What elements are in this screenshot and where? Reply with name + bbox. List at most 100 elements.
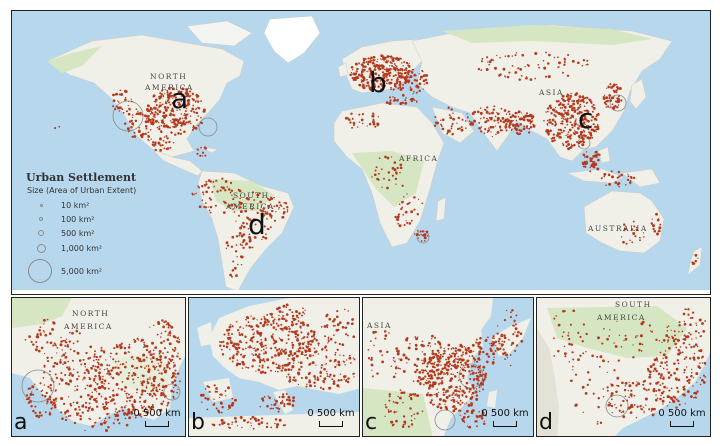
settlement-dot <box>108 413 110 415</box>
settlement-dot <box>272 333 274 335</box>
settlement-dot <box>53 405 57 409</box>
settlement-dot <box>477 357 480 359</box>
settlement-dot <box>222 186 225 190</box>
settlement-dot <box>231 275 233 278</box>
settlement-dot <box>43 323 45 325</box>
settlement-dot <box>170 390 172 392</box>
settlement-dot <box>613 369 616 372</box>
settlement-dot <box>111 366 115 370</box>
settlement-dot <box>597 336 600 340</box>
settlement-dot <box>283 207 285 210</box>
settlement-dot <box>326 370 328 373</box>
settlement-dot <box>275 328 278 331</box>
inset-d-letter: d <box>539 410 553 435</box>
settlement-dot <box>281 205 283 207</box>
settlement-dot <box>126 110 128 112</box>
settlement-dot <box>109 400 112 403</box>
settlement-dot <box>164 93 166 95</box>
settlement-dot <box>384 337 387 340</box>
settlement-dot <box>675 367 679 371</box>
settlement-dot <box>588 98 590 101</box>
settlement-dot <box>404 422 407 425</box>
settlement-dot <box>62 339 65 342</box>
settlement-dot <box>566 93 569 96</box>
settlement-dot <box>396 166 399 170</box>
settlement-dot <box>684 308 687 311</box>
settlement-dot <box>357 73 361 77</box>
settlement-dot <box>90 408 94 411</box>
settlement-dot <box>640 350 643 352</box>
settlement-dot <box>377 172 380 175</box>
settlement-dot <box>639 334 643 338</box>
settlement-dot <box>546 129 550 132</box>
settlement-dot <box>281 317 284 320</box>
settlement-dot <box>126 395 128 397</box>
settlement-dot <box>146 378 149 381</box>
settlement-dot <box>386 156 390 160</box>
settlement-dot <box>172 374 175 378</box>
settlement-dot <box>40 346 44 350</box>
settlement-dot <box>388 332 390 334</box>
settlement-dot <box>52 365 55 368</box>
settlement-dot <box>266 211 268 213</box>
settlement-dot <box>215 179 218 182</box>
settlement-dot <box>688 343 691 346</box>
settlement-dot <box>235 320 238 323</box>
settlement-dot <box>311 361 315 365</box>
settlement-dot <box>152 349 155 352</box>
settlement-dot <box>284 202 288 205</box>
settlement-dot <box>139 114 142 116</box>
settlement-dot <box>607 173 611 177</box>
settlement-dot <box>103 379 107 383</box>
south-america-label-2: AMERICA <box>226 202 275 211</box>
settlement-dot <box>114 94 116 96</box>
settlement-dot <box>683 393 686 397</box>
settlement-dot <box>234 250 238 253</box>
settlement-dot <box>607 105 610 108</box>
settlement-dot <box>237 263 239 266</box>
settlement-dot <box>402 391 406 394</box>
settlement-dot <box>371 84 373 86</box>
settlement-dot <box>398 203 401 205</box>
settlement-dot <box>66 366 69 369</box>
settlement-dot <box>459 343 463 347</box>
settlement-dot <box>42 330 45 332</box>
settlement-dot <box>56 352 58 354</box>
settlement-dot <box>576 108 579 111</box>
settlement-dot <box>550 112 553 115</box>
settlement-dot <box>163 367 166 370</box>
settlement-dot <box>361 122 364 125</box>
settlement-dot <box>400 75 403 79</box>
settlement-dot <box>227 422 230 426</box>
settlement-dot <box>382 56 385 59</box>
legend-item-1000: 1,000 km² <box>28 242 188 256</box>
settlement-dot <box>262 324 265 328</box>
settlement-dot <box>374 169 377 172</box>
settlement-dot <box>607 360 610 363</box>
settlement-dot <box>445 361 449 365</box>
settlement-dot <box>300 365 303 369</box>
settlement-dot <box>407 79 411 83</box>
settlement-dot <box>288 380 292 383</box>
settlement-dot <box>452 112 454 115</box>
settlement-dot <box>402 200 404 203</box>
settlement-dot <box>67 360 70 363</box>
settlement-dot <box>558 112 560 115</box>
settlement-dot <box>142 380 146 384</box>
settlement-dot <box>191 92 194 95</box>
settlement-dot <box>196 152 199 155</box>
settlement-dot <box>61 417 64 420</box>
settlement-dot <box>270 356 274 359</box>
settlement-dot <box>372 331 376 334</box>
settlement-dot <box>589 170 592 173</box>
inset-a-canvas <box>12 298 185 436</box>
settlement-dot <box>581 140 584 143</box>
settlement-dot <box>183 101 185 103</box>
settlement-dot <box>443 347 445 350</box>
settlement-dot <box>94 369 98 372</box>
settlement-dot <box>567 142 571 146</box>
settlement-dot <box>96 382 99 386</box>
settlement-dot <box>702 330 706 333</box>
settlement-dot <box>151 121 155 125</box>
settlement-dot <box>326 373 329 375</box>
